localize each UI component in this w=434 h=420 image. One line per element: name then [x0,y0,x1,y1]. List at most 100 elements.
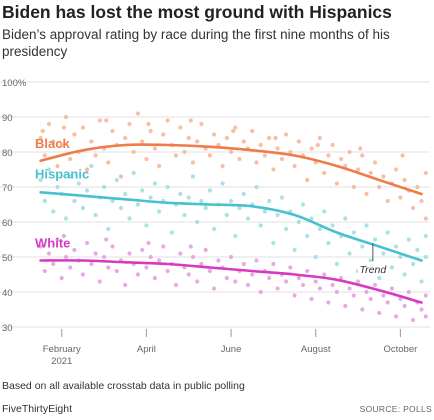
y-tick-label: 50 [2,253,13,264]
data-point [157,258,162,263]
data-point [284,132,289,137]
data-point [89,139,94,144]
data-point [394,244,399,249]
data-point [241,261,246,267]
data-point [72,247,77,253]
data-point [161,244,166,249]
data-point [188,244,193,249]
data-point [216,258,221,263]
data-point [411,205,416,211]
data-point [148,195,153,200]
data-point [224,212,229,218]
data-point [258,289,263,295]
data-point [398,296,403,302]
data-point [347,149,352,155]
data-point [212,226,217,232]
data-point [326,300,331,305]
data-point [80,272,85,277]
points-black [38,111,428,221]
data-point [182,149,187,155]
data-point [178,125,183,130]
data-point [106,226,111,232]
data-point [207,268,212,274]
data-point [385,230,390,235]
data-point [131,170,136,176]
data-point [317,286,322,291]
data-point [326,240,331,246]
data-point [284,226,289,232]
data-point [127,121,132,127]
data-point [415,247,420,253]
data-point [313,279,318,284]
data-point [423,293,428,298]
data-point [326,153,331,158]
data-point [106,160,111,165]
data-point [40,128,45,134]
data-point [135,272,140,277]
data-point [394,314,399,319]
data-point [182,212,187,218]
y-tick-label: 60 [2,218,13,229]
data-point [343,216,348,221]
data-point [347,251,352,256]
data-point [423,314,428,319]
data-point [195,219,200,225]
data-point [165,268,170,274]
data-point [300,202,306,207]
data-point [364,223,369,228]
data-point [123,282,128,288]
data-point [419,198,424,204]
y-tick-label: 90 [2,113,13,124]
data-point [372,282,378,288]
data-point [330,223,335,228]
data-point [63,114,69,120]
data-point [322,209,327,214]
data-point [140,139,145,144]
data-point [423,216,428,221]
data-point [135,111,140,116]
data-point [339,156,344,162]
data-point [199,121,204,127]
data-point [245,216,251,221]
data-point [190,160,196,165]
data-point [144,156,149,162]
data-point [292,247,297,253]
data-point [402,303,407,309]
data-point [140,188,145,193]
data-point [42,198,47,204]
data-point [339,275,344,281]
y-tick-label: 100% [2,78,27,89]
data-point [305,268,310,274]
data-point [271,261,276,267]
data-point [419,279,424,284]
data-point [385,300,390,305]
data-point [63,216,69,221]
data-point [231,128,236,134]
data-point [300,282,306,288]
data-point [229,198,234,204]
data-point [296,275,301,281]
data-point [233,125,238,130]
data-point [131,149,136,155]
data-point [229,149,234,155]
data-point [368,296,373,302]
data-point [309,296,314,302]
data-point [250,128,255,134]
data-point [220,163,225,169]
data-point [38,244,43,249]
data-point [254,184,259,190]
data-point [51,261,56,267]
data-point [110,128,115,134]
data-point [309,146,314,151]
data-point [398,195,403,200]
data-point [207,153,212,158]
data-point [254,258,259,263]
data-point [38,135,43,141]
data-point [288,149,293,155]
data-point [334,181,339,186]
data-point [360,153,365,158]
data-point [355,167,361,172]
y-tick-label: 30 [2,323,13,334]
data-point [279,195,284,200]
data-point [140,247,145,253]
